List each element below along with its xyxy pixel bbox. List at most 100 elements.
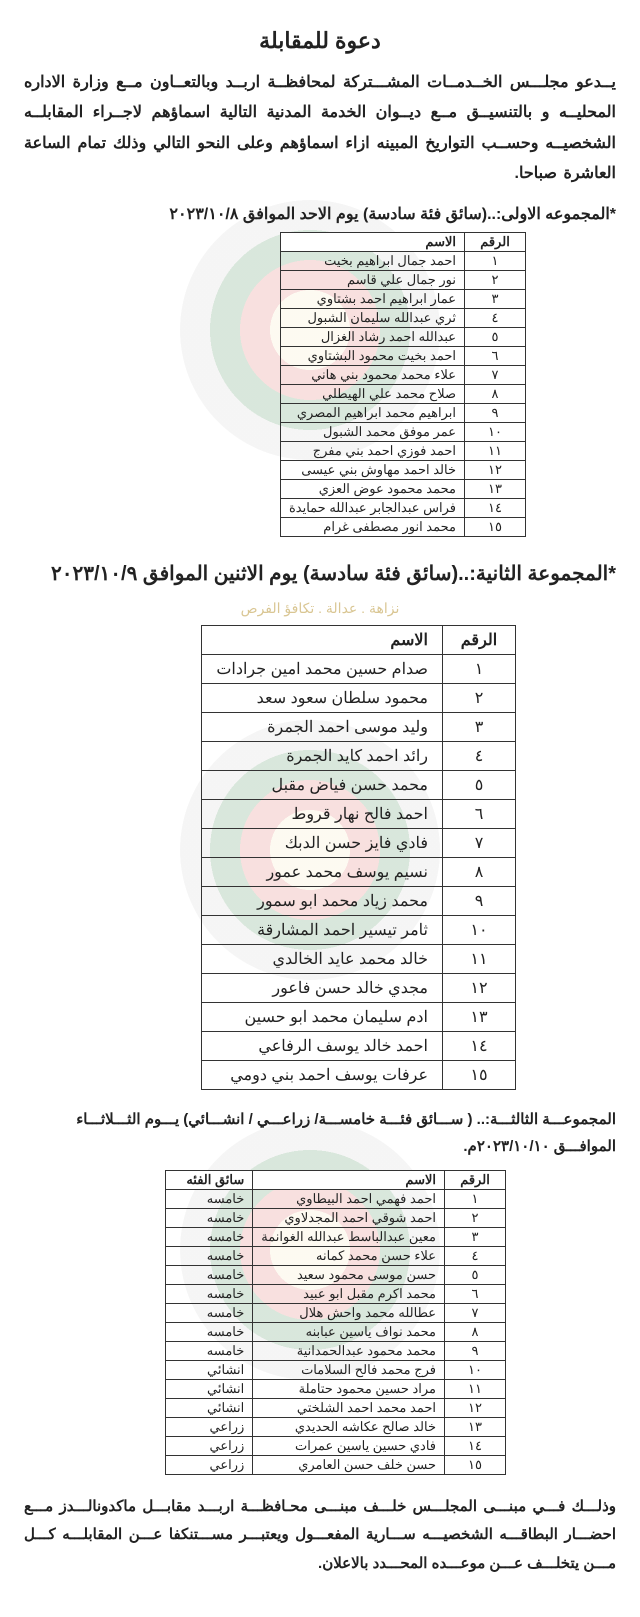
row-name: وليد موسى احمد الجمرة (202, 712, 443, 741)
row-name: احمد فوزي احمد بني مفرج (280, 441, 464, 460)
row-name: مجدي خالد حسن فاعور (202, 973, 443, 1002)
row-name: محمد زياد محمد ابو سمور (202, 886, 443, 915)
row-name: احمد بخيت محمود البشتاوي (280, 346, 464, 365)
table-row: ٥عبدالله احمد رشاد الغزال (280, 327, 525, 346)
table-header-row: الرقم الاسم (280, 232, 525, 251)
row-name: احمد فالح نهار قروط (202, 799, 443, 828)
table-header-row: الرقم الاسم سائق الفئه (166, 1170, 506, 1189)
row-number: ١٠ (445, 1360, 506, 1379)
row-number: ١٥ (465, 517, 526, 536)
table-row: ٢نور جمال علي قاسم (280, 270, 525, 289)
row-category: خامسه (166, 1303, 253, 1322)
table-row: ١٥محمد انور مصطفى غرام (280, 517, 525, 536)
row-number: ٣ (465, 289, 526, 308)
row-name: احمد محمد احمد الشلختي (253, 1398, 445, 1417)
group3-table: الرقم الاسم سائق الفئه ١احمد فهمي احمد ا… (165, 1170, 506, 1475)
row-name: احمد فهمي احمد البيطاوي (253, 1189, 445, 1208)
row-name: محمد نواف ياسين عبابنه (253, 1322, 445, 1341)
row-name: خالد محمد عايد الخالدي (202, 944, 443, 973)
table-row: ١٤فادي حسين ياسين عمراتزراعي (166, 1436, 506, 1455)
table-row: ٩ابراهيم محمد ابراهيم المصري (280, 403, 525, 422)
row-number: ٤ (445, 1246, 506, 1265)
row-name: عمر موفق محمد الشبول (280, 422, 464, 441)
table-row: ٣عمار ابراهيم احمد بشتاوي (280, 289, 525, 308)
row-number: ١٥ (443, 1060, 516, 1089)
row-number: ٢ (443, 683, 516, 712)
footer-paragraph: وذلـــك فـــي مبنـــى المجلـــس خلـــف م… (24, 1493, 616, 1579)
table-row: ٩محمد محمود عبدالحمدانيةخامسه (166, 1341, 506, 1360)
table-row: ٧علاء محمد محمود بني هاني (280, 365, 525, 384)
table-row: ١٣محمد محمود عوض العزي (280, 479, 525, 498)
row-category: خامسه (166, 1322, 253, 1341)
row-number: ٢ (445, 1208, 506, 1227)
row-number: ١١ (465, 441, 526, 460)
row-number: ١ (465, 251, 526, 270)
row-name: عمار ابراهيم احمد بشتاوي (280, 289, 464, 308)
row-category: خامسه (166, 1284, 253, 1303)
table-row: ١٢خالد احمد مهاوش بني عيسى (280, 460, 525, 479)
row-name: فرج محمد فالح السلامات (253, 1360, 445, 1379)
row-number: ١٤ (465, 498, 526, 517)
row-name: رائد احمد كايد الجمرة (202, 741, 443, 770)
row-category: خامسه (166, 1208, 253, 1227)
row-name: فادي حسين ياسين عمرات (253, 1436, 445, 1455)
row-number: ٦ (443, 799, 516, 828)
table-row: ٨نسيم يوسف محمد عمور (202, 857, 516, 886)
row-name: ابراهيم محمد ابراهيم المصري (280, 403, 464, 422)
row-number: ١٢ (465, 460, 526, 479)
row-name: عرفات يوسف احمد بني دومي (202, 1060, 443, 1089)
table-row: ٣وليد موسى احمد الجمرة (202, 712, 516, 741)
table-row: ١٠ثامر تيسير احمد المشارقة (202, 915, 516, 944)
table-row: ٥حسن موسى محمود سعيدخامسه (166, 1265, 506, 1284)
row-name: فادي فايز حسن الدبك (202, 828, 443, 857)
row-number: ١٢ (443, 973, 516, 1002)
row-number: ١٤ (445, 1436, 506, 1455)
group2-table: الرقم الاسم ١صدام حسين محمد امين جرادات٢… (201, 625, 516, 1090)
row-category: خامسه (166, 1341, 253, 1360)
group3-heading: المجموعـــة الثالثـــة:.. ( ســـائق فئــ… (24, 1106, 616, 1160)
table-row: ٦محمد اكرم مقبل ابو عبيدخامسه (166, 1284, 506, 1303)
table-row: ١٢مجدي خالد حسن فاعور (202, 973, 516, 1002)
table-header-row: الرقم الاسم (202, 625, 516, 654)
col-num-header: الرقم (443, 625, 516, 654)
row-number: ٣ (445, 1227, 506, 1246)
row-category: انشائي (166, 1398, 253, 1417)
table-row: ١صدام حسين محمد امين جرادات (202, 654, 516, 683)
row-number: ٤ (443, 741, 516, 770)
row-name: نسيم يوسف محمد عمور (202, 857, 443, 886)
table-row: ١٥عرفات يوسف احمد بني دومي (202, 1060, 516, 1089)
table-row: ١٠فرج محمد فالح السلاماتانشائي (166, 1360, 506, 1379)
row-name: ثامر تيسير احمد المشارقة (202, 915, 443, 944)
row-name: خالد احمد مهاوش بني عيسى (280, 460, 464, 479)
row-category: خامسه (166, 1189, 253, 1208)
row-name: محمد اكرم مقبل ابو عبيد (253, 1284, 445, 1303)
row-number: ١ (445, 1189, 506, 1208)
table-row: ٤علاء حسن محمد كمانهخامسه (166, 1246, 506, 1265)
table-row: ١احمد جمال ابراهيم بخيت (280, 251, 525, 270)
table-row: ١٥حسن خلف حسن العامريزراعي (166, 1455, 506, 1474)
table-row: ٦احمد بخيت محمود البشتاوي (280, 346, 525, 365)
table-row: ٧فادي فايز حسن الدبك (202, 828, 516, 857)
row-number: ٩ (443, 886, 516, 915)
row-number: ٥ (465, 327, 526, 346)
row-category: خامسه (166, 1227, 253, 1246)
col-category-header: سائق الفئه (166, 1170, 253, 1189)
table-row: ٢احمد شوقي احمد المجدلاويخامسه (166, 1208, 506, 1227)
row-name: محمد انور مصطفى غرام (280, 517, 464, 536)
table-row: ١١مراد حسين محمود حتاملةانشائي (166, 1379, 506, 1398)
row-name: فراس عبدالجابر عبدالله حمايدة (280, 498, 464, 517)
table-row: ٥محمد حسن فياض مقبل (202, 770, 516, 799)
table-row: ١٤احمد خالد يوسف الرفاعي (202, 1031, 516, 1060)
row-number: ١٢ (445, 1398, 506, 1417)
group1-table: الرقم الاسم ١احمد جمال ابراهيم بخيت٢نور … (280, 232, 526, 537)
table-row: ١١خالد محمد عايد الخالدي (202, 944, 516, 973)
row-category: زراعي (166, 1455, 253, 1474)
row-number: ٦ (465, 346, 526, 365)
row-number: ١٣ (443, 1002, 516, 1031)
row-number: ٣ (443, 712, 516, 741)
row-number: ٥ (443, 770, 516, 799)
col-name-header: الاسم (202, 625, 443, 654)
row-name: علاء محمد محمود بني هاني (280, 365, 464, 384)
col-num-header: الرقم (445, 1170, 506, 1189)
row-number: ٤ (465, 308, 526, 327)
